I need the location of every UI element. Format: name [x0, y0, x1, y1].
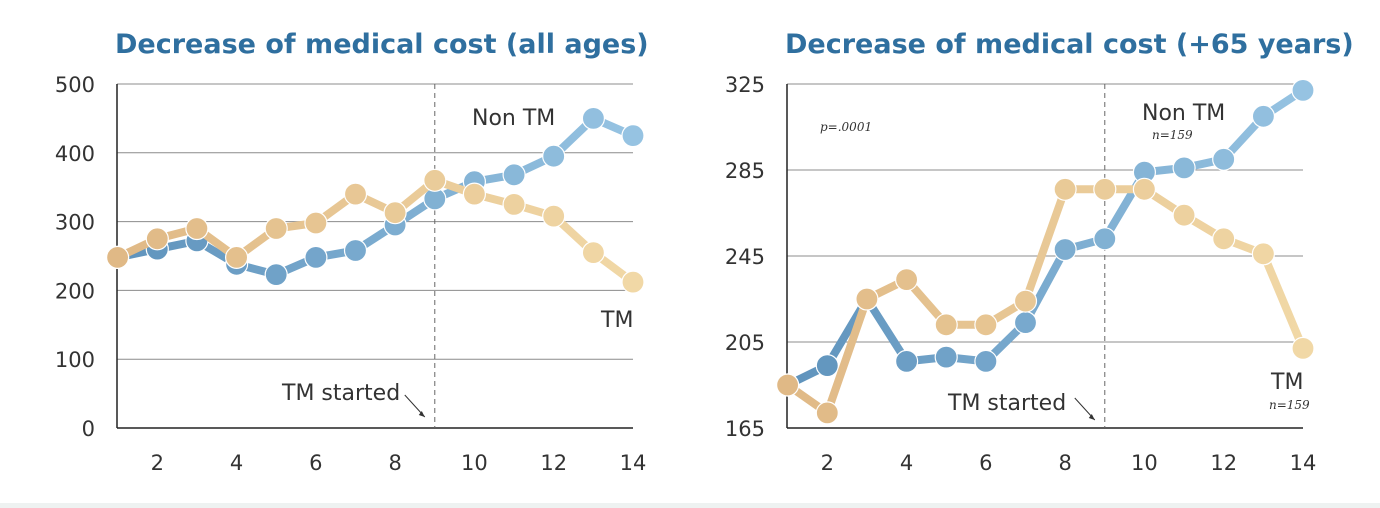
data-point [503, 164, 525, 186]
data-point [1015, 290, 1037, 312]
tick-labels: 0 100 200 300 400 500 2 4 6 8 10 12 14 [55, 73, 646, 475]
data-point [935, 314, 957, 336]
y-tick-label: 200 [55, 279, 95, 303]
y-tick-label: 300 [55, 211, 95, 235]
data-point [935, 346, 957, 368]
x-tick-label: 14 [620, 451, 647, 475]
data-point [622, 125, 644, 147]
data-point [265, 218, 287, 240]
x-tick-label: 6 [309, 451, 322, 475]
data-point [1292, 337, 1314, 359]
x-tick-label: 6 [979, 451, 992, 475]
data-point [622, 271, 644, 293]
data-point [816, 402, 838, 424]
label-tm: TM [600, 308, 633, 333]
x-tick-label: 4 [900, 451, 913, 475]
y-tick-label: 205 [725, 331, 765, 355]
data-point [1173, 157, 1195, 179]
bottom-divider [0, 503, 1380, 508]
data-point [582, 107, 604, 129]
data-point [856, 288, 878, 310]
data-point [1133, 178, 1155, 200]
x-tick-label: 12 [540, 451, 567, 475]
data-point [107, 246, 129, 268]
x-tick-label: 8 [1058, 451, 1071, 475]
data-point [503, 193, 525, 215]
data-point [896, 269, 918, 291]
y-tick-label: 400 [55, 142, 95, 166]
chart-title: Decrease of medical cost (all ages) [115, 29, 649, 60]
label-tm-started: TM started [947, 391, 1066, 416]
label-non-tm: Non TM [472, 106, 555, 131]
data-point [146, 228, 168, 250]
tm-started-marker [405, 84, 435, 428]
data-point [305, 246, 327, 268]
series-tm [777, 178, 1314, 424]
data-point [777, 374, 799, 396]
data-point [424, 169, 446, 191]
data-point [186, 218, 208, 240]
data-point [1252, 105, 1274, 127]
data-point [1054, 239, 1076, 261]
data-point [816, 355, 838, 377]
x-tick-label: 4 [230, 451, 243, 475]
data-point [265, 264, 287, 286]
series-tm [107, 169, 644, 293]
series-non-tm [107, 107, 644, 285]
label-tm-n: n=159 [1269, 398, 1310, 412]
data-point [975, 314, 997, 336]
charts-canvas: Decrease of medical cost (all ages) 0100… [0, 0, 1380, 508]
y-tick-label: 245 [725, 245, 765, 269]
data-point [345, 183, 367, 205]
data-point [582, 242, 604, 264]
data-point [1252, 243, 1274, 265]
series-group [107, 107, 644, 293]
data-point [1173, 204, 1195, 226]
data-point [1015, 312, 1037, 334]
data-point [1213, 148, 1235, 170]
data-point [226, 246, 248, 268]
data-point [305, 212, 327, 234]
label-non-tm-n: n=159 [1152, 128, 1193, 142]
label-tm: TM [1270, 370, 1303, 395]
x-tick-label: 2 [821, 451, 834, 475]
data-point [384, 202, 406, 224]
axes [117, 84, 633, 428]
x-tick-label: 12 [1210, 451, 1237, 475]
y-tick-label: 500 [55, 73, 95, 97]
x-tick-label: 14 [1290, 451, 1317, 475]
x-tick-label: 10 [461, 451, 488, 475]
label-tm-started: TM started [281, 381, 400, 406]
y-tick-label: 285 [725, 159, 765, 183]
data-point [1094, 228, 1116, 250]
chart-all-ages: Decrease of medical cost (all ages) 0 100… [55, 29, 649, 475]
x-tick-label: 10 [1131, 451, 1158, 475]
data-point [345, 240, 367, 262]
x-tick-label: 8 [388, 451, 401, 475]
data-point [463, 183, 485, 205]
data-point [1094, 178, 1116, 200]
y-tick-label: 165 [725, 417, 765, 441]
data-point [896, 350, 918, 372]
y-tick-label: 100 [55, 348, 95, 372]
data-point [1213, 228, 1235, 250]
chart-65-plus: Decrease of medical cost (+65 years) 165… [725, 29, 1354, 475]
y-tick-label: 325 [725, 73, 765, 97]
y-tick-label: 0 [82, 417, 95, 441]
data-point [975, 350, 997, 372]
chart-title: Decrease of medical cost (+65 years) [785, 29, 1354, 60]
label-non-tm: Non TM [1142, 101, 1225, 126]
x-tick-label: 2 [151, 451, 164, 475]
data-point [543, 205, 565, 227]
data-point [1292, 79, 1314, 101]
data-point [543, 145, 565, 167]
data-point [1054, 178, 1076, 200]
p-value-label: p=.0001 [820, 120, 872, 134]
